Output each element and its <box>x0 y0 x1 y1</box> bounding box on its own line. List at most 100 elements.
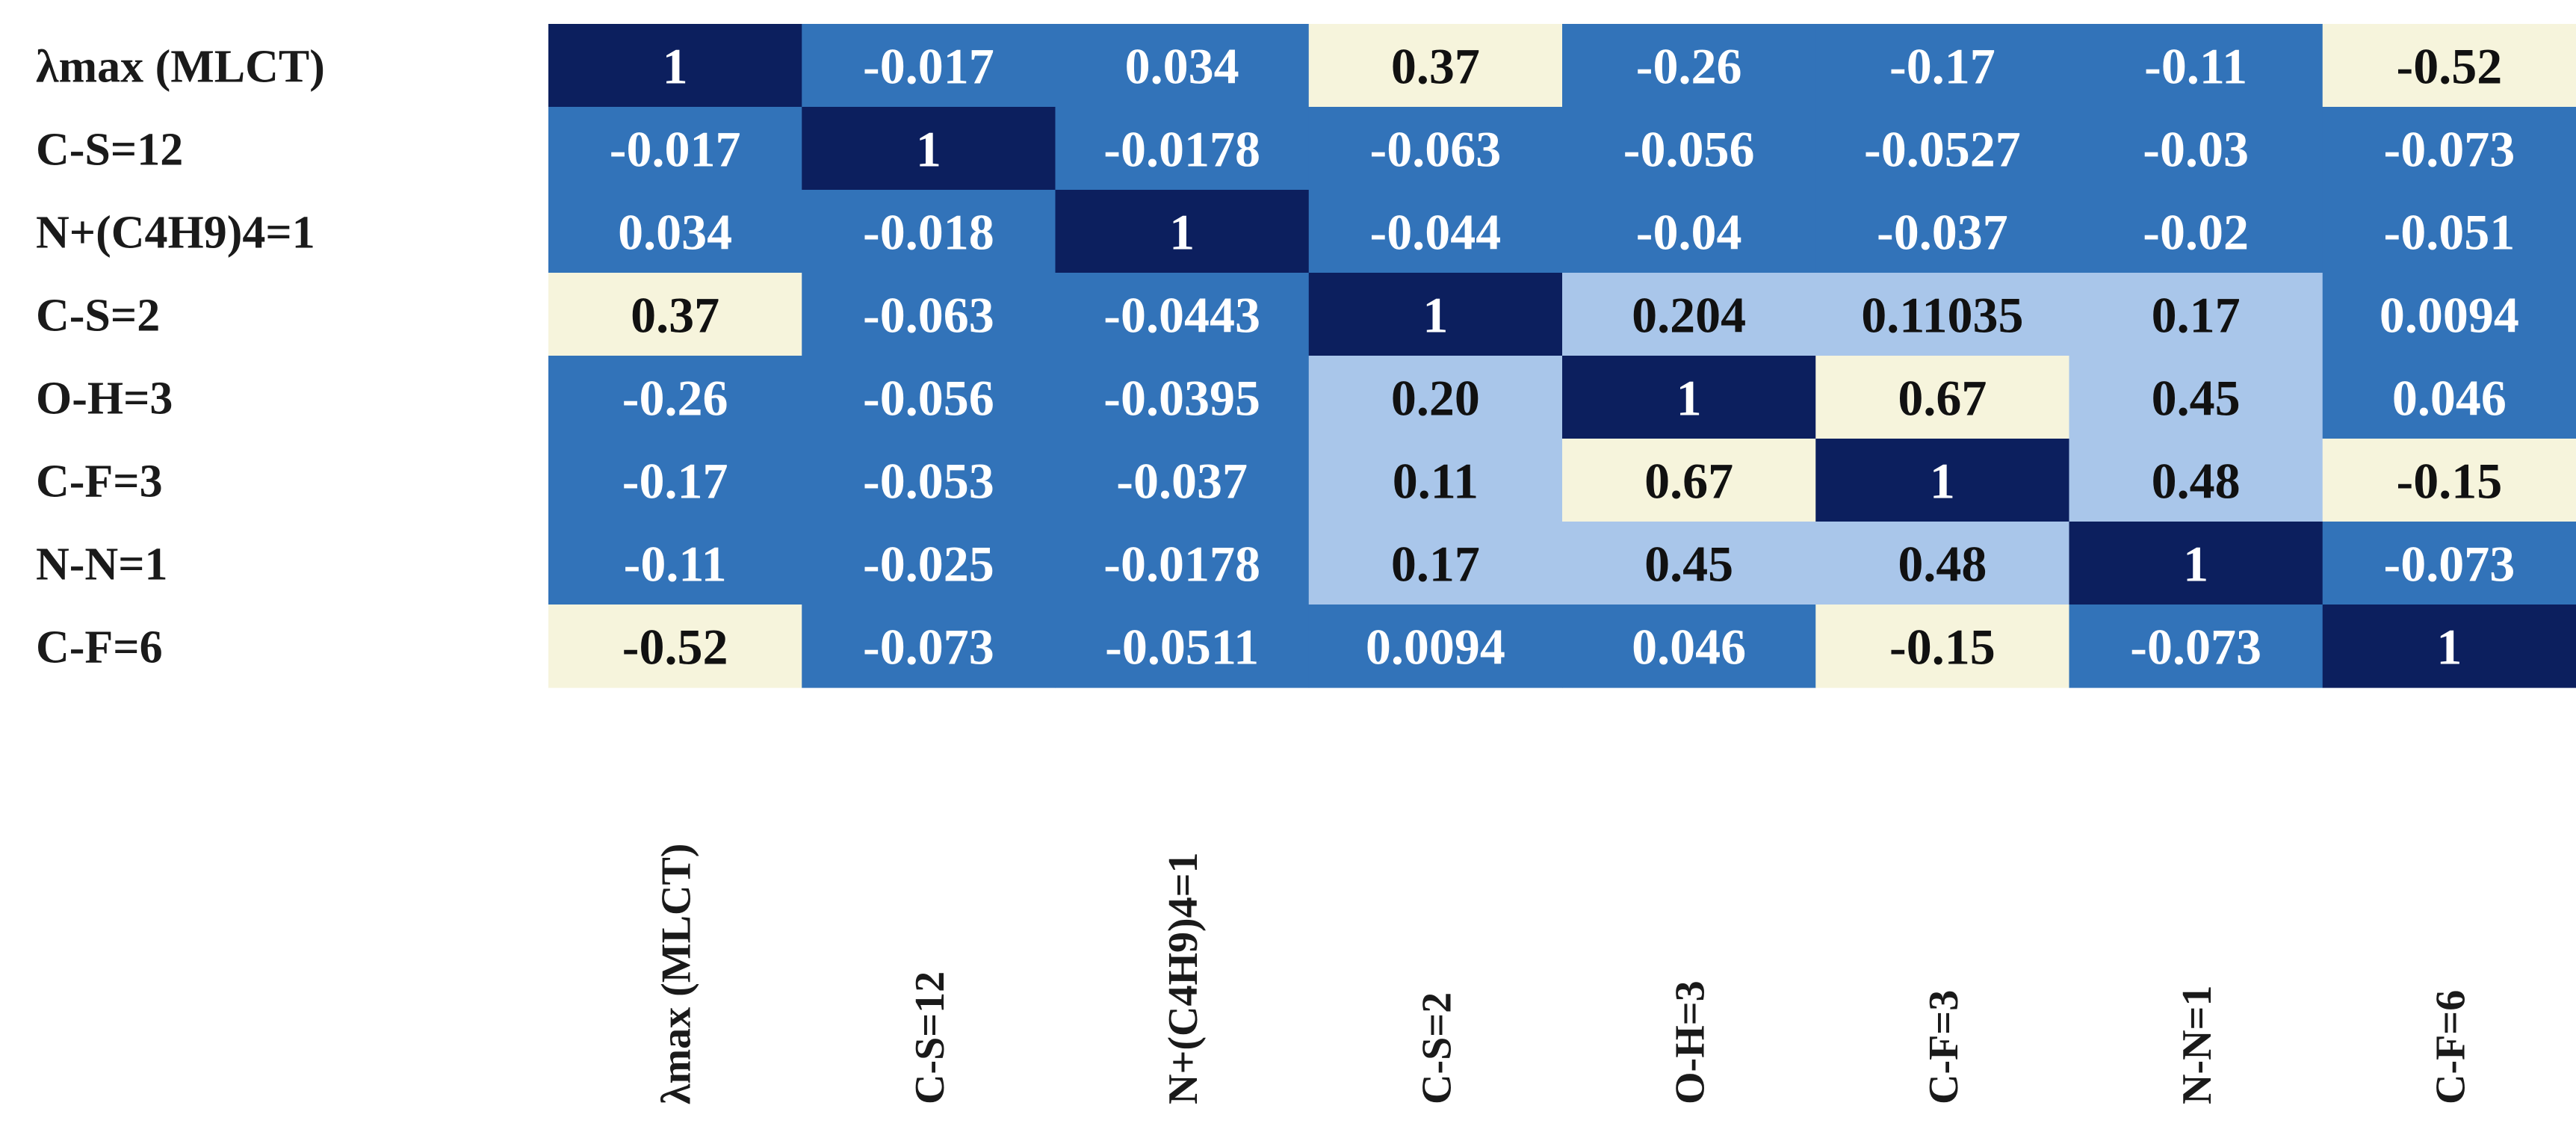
heatmap-cell <box>548 522 802 605</box>
heatmap-cell <box>1815 24 2070 108</box>
heatmap-cell <box>1308 356 1563 439</box>
heatmap-cell <box>1055 605 1310 688</box>
heatmap-cell <box>2322 190 2576 273</box>
heatmap-cell <box>1308 190 1563 273</box>
heatmap-cell <box>1308 273 1563 356</box>
heatmap-cell <box>1055 439 1310 522</box>
heatmap-cell <box>2322 605 2576 688</box>
heatmap-cell <box>802 522 1056 605</box>
cell-value-label: -0.11 <box>624 536 727 593</box>
cell-value-label: -0.017 <box>610 121 741 178</box>
cell-value-label: 0.45 <box>1644 536 1733 593</box>
heatmap-cell <box>2322 522 2576 605</box>
cell-value-label: -0.0443 <box>1103 287 1260 344</box>
cell-value-label: 0.67 <box>1644 453 1733 510</box>
cell-value-label: -0.056 <box>863 370 994 427</box>
heatmap-cells: 1 -0.017 0.034 0.37 -0.26 -0.17 -0.11 -0.52 -0.0… <box>548 24 2576 688</box>
heatmap-cell <box>2322 273 2576 356</box>
cell-value-label: -0.063 <box>863 287 994 344</box>
column-label: N+(C4H9)4=1 <box>1160 852 1207 1104</box>
row-label: C-F=6 <box>36 622 163 673</box>
heatmap-cell <box>2069 522 2323 605</box>
heatmap-cell <box>802 356 1056 439</box>
cell-value-label: -0.52 <box>622 619 728 675</box>
heatmap-cell <box>548 107 802 191</box>
cell-value-label: 0.11035 <box>1861 287 2023 344</box>
cell-value-label: -0.044 <box>1370 204 1502 261</box>
cell-value-label: 0.67 <box>1898 370 1987 427</box>
heatmap-cell <box>1562 190 1816 273</box>
heatmap-cell <box>548 439 802 522</box>
heatmap-cell <box>1308 24 1563 108</box>
column-labels: λmax (MLCT) C-S=12 N+(C4H9)4=1 C-S=2 O-H=3 C-… <box>654 844 2474 1104</box>
heatmap-cell <box>1562 273 1816 356</box>
heatmap-cell <box>1562 107 1816 191</box>
cell-value-label: -0.037 <box>1877 204 2008 261</box>
heatmap-cell <box>1308 107 1563 191</box>
cell-value-label: 0.17 <box>1391 536 1480 593</box>
cell-value-label: -0.073 <box>2130 619 2261 675</box>
heatmap-cell <box>1055 522 1310 605</box>
cell-value-label: 0.0094 <box>1366 619 1505 675</box>
cell-value-label: -0.063 <box>1370 121 1502 178</box>
heatmap-cell <box>2322 356 2576 439</box>
cell-value-label: 0.48 <box>1898 536 1987 593</box>
cell-value-label: -0.04 <box>1636 204 1742 261</box>
cell-value-label: 1 <box>916 121 941 178</box>
cell-value-label: -0.073 <box>2384 121 2515 178</box>
cell-value-label: -0.0178 <box>1103 121 1260 178</box>
heatmap-cell <box>1562 24 1816 108</box>
cell-value-label: -0.073 <box>2384 536 2515 593</box>
column-label: O-H=3 <box>1668 980 1714 1104</box>
heatmap-cell <box>1815 605 2070 688</box>
cell-value-label: -0.073 <box>863 619 994 675</box>
cell-value-label: 0.17 <box>2152 287 2241 344</box>
heatmap-cell <box>1815 356 2070 439</box>
cell-value-label: -0.056 <box>1623 121 1755 178</box>
heatmap-cell <box>2069 605 2323 688</box>
heatmap-cell <box>802 439 1056 522</box>
cell-value-label: 1 <box>1930 453 1955 510</box>
heatmap-cell <box>1562 356 1816 439</box>
cell-value-label: 0.034 <box>1125 38 1239 95</box>
cell-value-label: -0.018 <box>863 204 994 261</box>
cell-value-label: -0.15 <box>2397 453 2503 510</box>
heatmap-cell <box>1562 522 1816 605</box>
heatmap-cell <box>802 273 1056 356</box>
heatmap-cell <box>1308 605 1563 688</box>
heatmap-cell <box>1815 522 2070 605</box>
cell-value-label: 1 <box>1422 287 1448 344</box>
column-label: C-S=12 <box>907 971 953 1104</box>
heatmap-cell <box>548 356 802 439</box>
heatmap-cell <box>1815 273 2070 356</box>
cell-value-label: -0.03 <box>2143 121 2249 178</box>
cell-value-label: -0.0395 <box>1103 370 1260 427</box>
heatmap-cell <box>802 24 1056 108</box>
cell-value-label: 0.11 <box>1393 453 1479 510</box>
heatmap-cell <box>2322 107 2576 191</box>
cell-value-label: -0.0178 <box>1103 536 1260 593</box>
column-label: C-F=6 <box>2427 990 2474 1104</box>
cell-value-label: 0.20 <box>1391 370 1480 427</box>
heatmap-cell <box>1562 605 1816 688</box>
cell-value-label: 1 <box>663 38 688 95</box>
cell-value-label: -0.26 <box>1636 38 1742 95</box>
row-label: C-S=12 <box>36 125 183 176</box>
heatmap-cell <box>1055 24 1310 108</box>
heatmap-cell <box>1308 439 1563 522</box>
row-label: N+(C4H9)4=1 <box>36 208 315 259</box>
cell-value-label: 0.0094 <box>2380 287 2519 344</box>
heatmap-cell <box>2069 190 2323 273</box>
row-label: O-H=3 <box>36 374 173 424</box>
cell-value-label: 0.37 <box>631 287 719 344</box>
row-label: λmax (MLCT) <box>36 42 325 93</box>
row-label: C-F=3 <box>36 457 163 507</box>
cell-value-label: 0.204 <box>1632 287 1746 344</box>
heatmap-cell <box>1815 190 2070 273</box>
cell-value-label: -0.0527 <box>1864 121 2021 178</box>
heatmap-cell <box>548 273 802 356</box>
heatmap-cell <box>802 605 1056 688</box>
heatmap-cell <box>1815 107 2070 191</box>
cell-value-label: 0.48 <box>2152 453 2241 510</box>
